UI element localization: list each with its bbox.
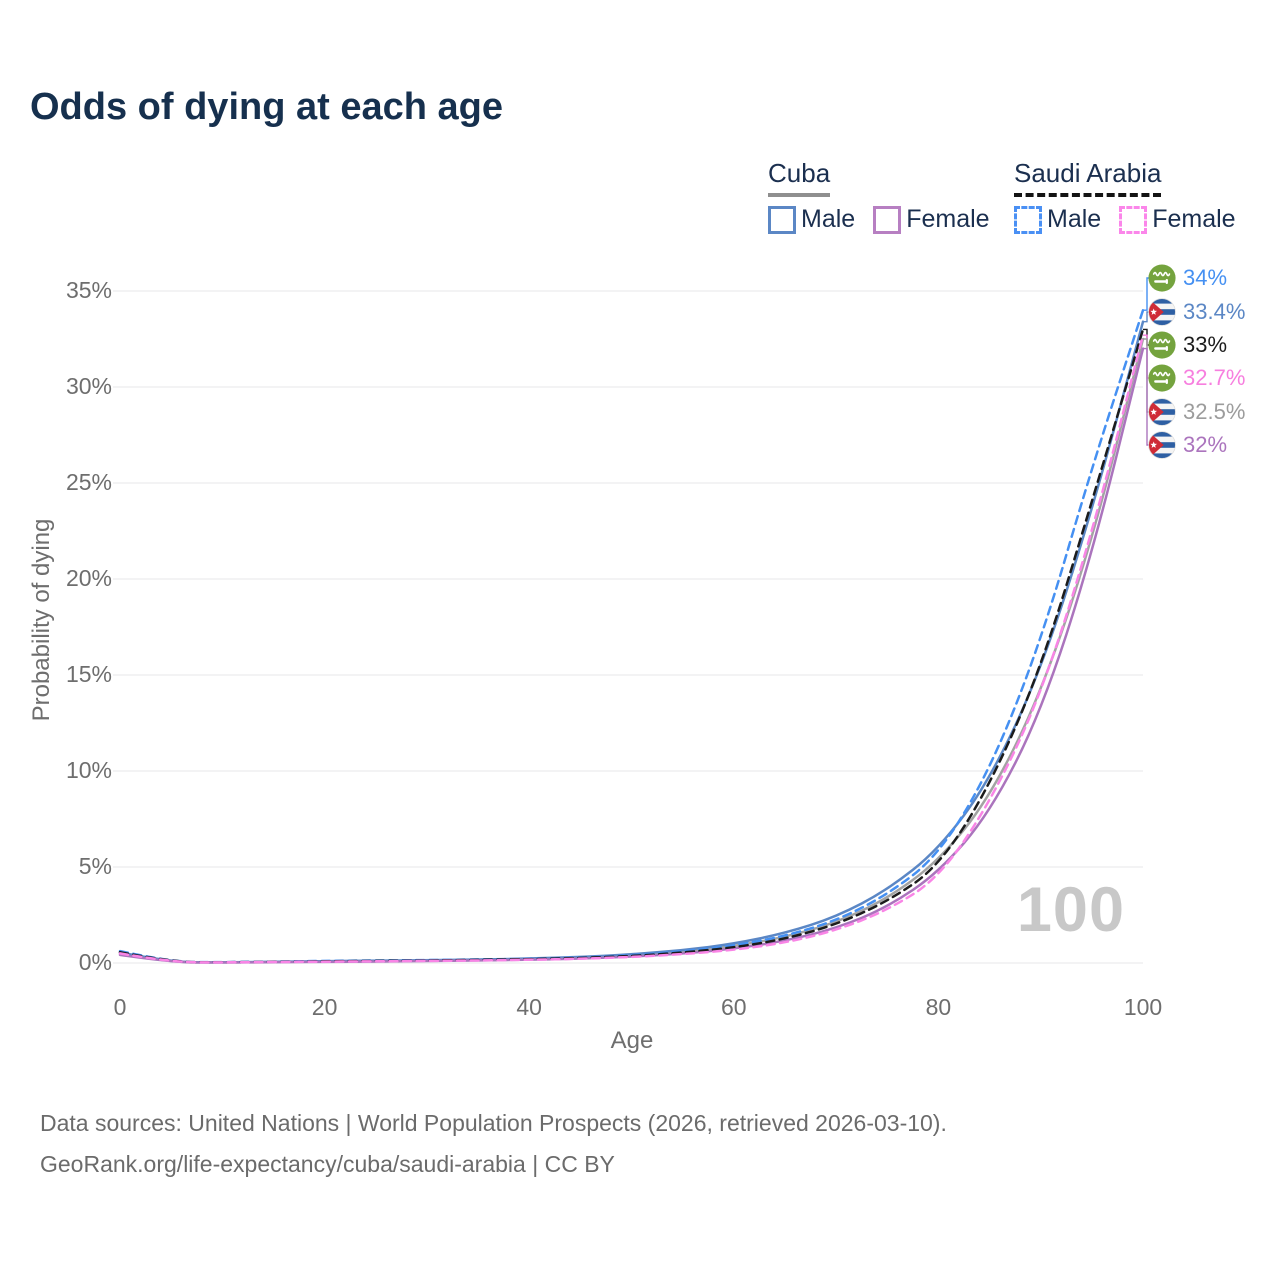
saudi-male-swatch (1014, 205, 1042, 234)
y-tick-label: 35% (65, 277, 112, 303)
series-line-cuba_female[interactable] (118, 347, 1145, 964)
x-tick-label: 80 (925, 994, 952, 1020)
end-label-value: 33.4% (1183, 299, 1246, 324)
end-label-value: 34% (1183, 265, 1228, 290)
legend-item-saudi-male[interactable]: Male (1014, 205, 1101, 234)
saudi-flag-icon (1148, 331, 1176, 359)
end-label-value: 32.7% (1183, 365, 1246, 390)
legend-label: Male (801, 205, 856, 233)
end-label-cuba_female: 32% (1148, 431, 1227, 459)
saudi-female-swatch (1119, 205, 1148, 234)
legend-item-cuba-male[interactable]: Male (768, 205, 855, 234)
gridlines (113, 290, 1143, 964)
end-label-cuba_male: 33.4% (1148, 298, 1245, 326)
y-tick-label: 5% (78, 853, 112, 879)
x-tick-label: 60 (721, 994, 747, 1020)
end-label-value: 32.5% (1183, 399, 1246, 424)
cuba-flag-icon (1148, 298, 1176, 326)
cuba-flag-icon (1148, 398, 1176, 426)
x-tick-label: 20 (311, 994, 338, 1020)
saudi-flag-icon (1148, 264, 1176, 292)
y-tick-label: 25% (65, 469, 112, 495)
saudi-flag-icon (1148, 364, 1176, 392)
end-label-value: 33% (1183, 332, 1228, 357)
series-line-saudi_female[interactable] (118, 333, 1145, 964)
cuba-male-swatch (768, 205, 796, 234)
series-line-saudi_male[interactable] (118, 308, 1145, 964)
end-label-saudi_female: 32.7% (1148, 364, 1245, 392)
page-title: Odds of dying at each age (30, 86, 503, 128)
y-tick-label: 15% (65, 661, 112, 687)
legend-group-cuba: Cuba Male Female (768, 158, 990, 234)
end-label-saudi_both: 33% (1148, 331, 1227, 359)
end-label-cuba_both: 32.5% (1148, 398, 1245, 426)
legend-country-cuba[interactable]: Cuba (768, 158, 831, 197)
y-tick-label: 0% (78, 949, 112, 975)
legend-label: Male (1047, 205, 1102, 233)
cuba-flag-icon (1148, 431, 1176, 459)
end-label-value: 32% (1183, 432, 1228, 457)
y-axis-title: Probability of dying (28, 518, 55, 722)
x-tick-label: 0 (113, 994, 127, 1020)
series-lines (118, 308, 1145, 964)
legend-item-cuba-female[interactable]: Female (873, 205, 990, 234)
legend-label: Female (906, 205, 990, 233)
y-tick-label: 30% (65, 373, 112, 399)
series-line-cuba_both[interactable] (118, 337, 1145, 964)
series-line-cuba_male[interactable] (118, 320, 1145, 964)
y-tick-label: 10% (65, 757, 112, 783)
legend-country-saudi-arabia[interactable]: Saudi Arabia (1014, 158, 1162, 197)
attribution-link[interactable]: GeoRank.org/life-expectancy/cuba/saudi-a… (40, 1151, 615, 1177)
x-axis-title: Age (610, 1027, 654, 1054)
end-label-saudi_male: 34% (1148, 264, 1227, 292)
x-tick-label: 40 (516, 994, 542, 1020)
data-sources-text: Data sources: United Nations | World Pop… (40, 1110, 947, 1136)
legend-group-saudi-arabia: Saudi Arabia Male Female (1014, 158, 1236, 234)
y-tick-label: 20% (65, 565, 112, 591)
legend-item-saudi-female[interactable]: Female (1119, 205, 1236, 234)
x-tick-label: 100 (1123, 994, 1163, 1020)
cuba-female-swatch (873, 205, 902, 234)
age-watermark: 100 (1016, 875, 1125, 945)
legend-label: Female (1152, 205, 1236, 233)
